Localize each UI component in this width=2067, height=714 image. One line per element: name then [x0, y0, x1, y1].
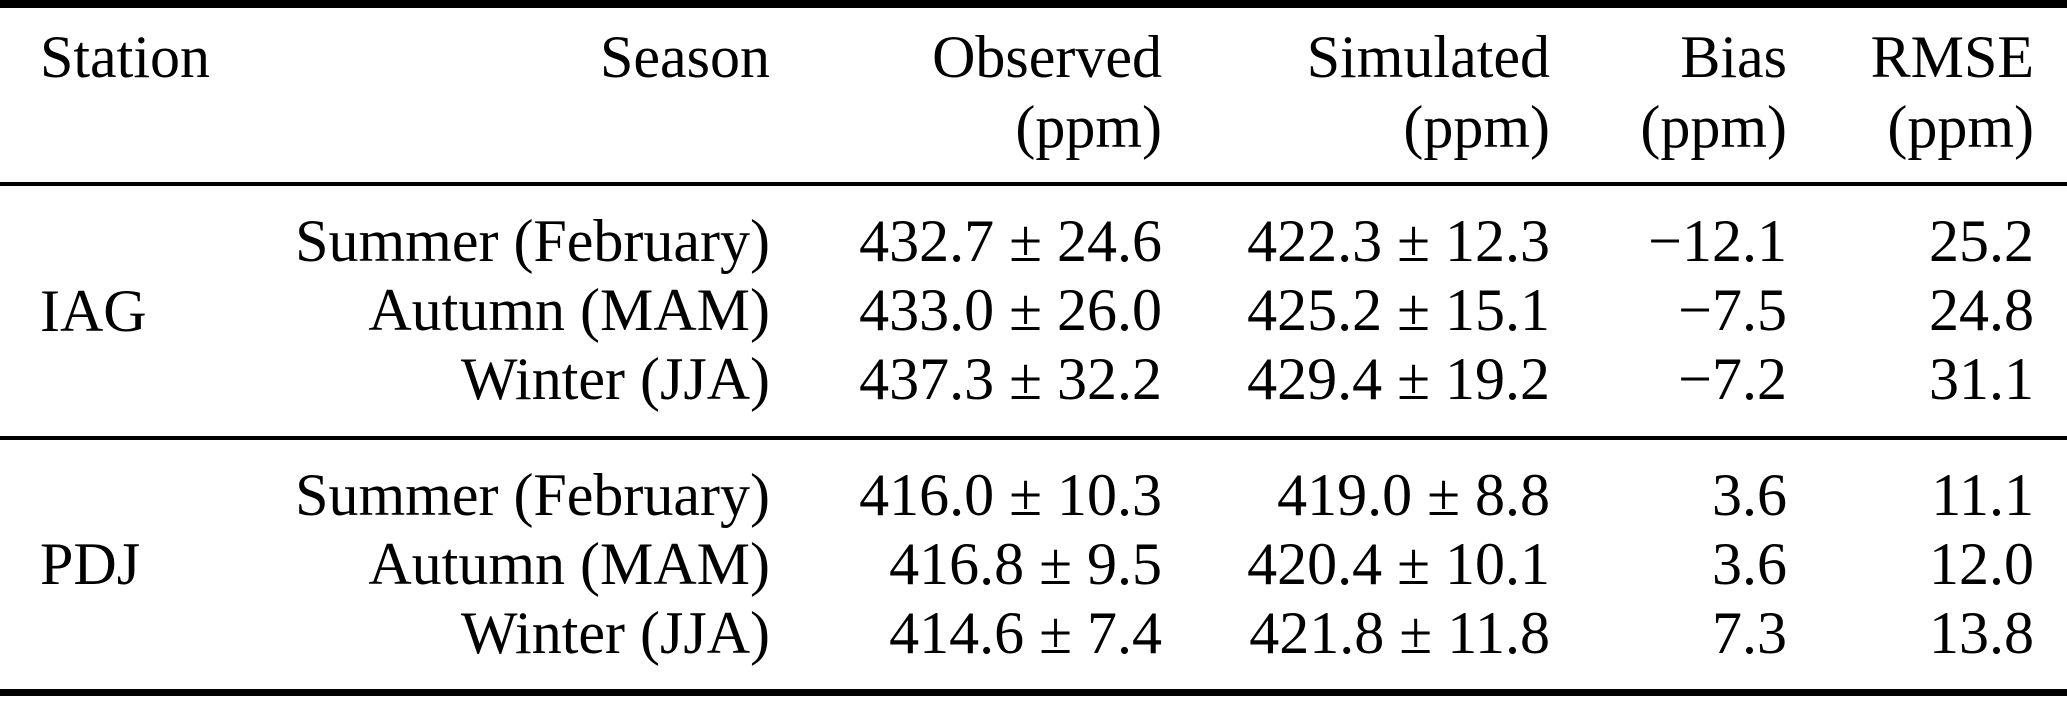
column-header-rmse: RMSE (ppm) [1787, 4, 2067, 184]
station-cell: PDJ [40, 531, 141, 598]
header-row: Station Season Observed (ppm) Simulated … [0, 4, 2067, 184]
bias-cell: 3.6 [1712, 462, 1787, 528]
bias-cell: 3.6 [1712, 531, 1787, 597]
season-cell: Autumn (MAM) [368, 277, 770, 343]
observed-cell: 416.8 ± 9.5 [889, 531, 1162, 597]
table-header: Station Season Observed (ppm) Simulated … [0, 4, 2067, 184]
observed-cell: 433.0 ± 26.0 [859, 277, 1162, 343]
column-label: Simulated [1306, 24, 1550, 90]
column-header-observed: Observed (ppm) [770, 4, 1162, 184]
column-unit: (ppm) [1887, 94, 2034, 160]
table-row: PDJ Summer (February) 416.0 ± 10.3 419.0… [0, 438, 2067, 597]
season-cell: Summer (February) [295, 462, 770, 528]
observed-cell: 432.7 ± 24.6 [859, 208, 1162, 274]
table-row: Winter (JJA) 437.3 ± 32.2 429.4 ± 19.2 −… [0, 346, 2067, 438]
season-cell: Autumn (MAM) [368, 531, 770, 597]
rmse-cell: 13.8 [1929, 600, 2034, 666]
simulated-cell: 429.4 ± 19.2 [1247, 346, 1550, 412]
table-row: Winter (JJA) 414.6 ± 7.4 421.8 ± 11.8 7.… [0, 600, 2067, 692]
column-header-station: Station [0, 4, 250, 184]
rmse-cell: 24.8 [1929, 277, 2034, 343]
column-label: Bias [1680, 24, 1787, 90]
station-group-pdj: PDJ Summer (February) 416.0 ± 10.3 419.0… [0, 438, 2067, 692]
simulated-cell: 419.0 ± 8.8 [1277, 462, 1550, 528]
observed-cell: 416.0 ± 10.3 [859, 462, 1162, 528]
column-header-season: Season [250, 4, 770, 184]
simulated-cell: 425.2 ± 15.1 [1247, 277, 1550, 343]
column-label: Station [40, 24, 211, 90]
rmse-cell: 25.2 [1929, 208, 2034, 274]
season-cell: Summer (February) [295, 208, 770, 274]
simulated-cell: 420.4 ± 10.1 [1247, 531, 1550, 597]
simulated-cell: 421.8 ± 11.8 [1249, 600, 1550, 666]
station-cell: IAG [40, 278, 147, 344]
table-row: IAG Summer (February) 432.7 ± 24.6 422.3… [0, 184, 2067, 344]
bias-cell: −7.5 [1678, 277, 1787, 343]
bias-cell: 7.3 [1712, 600, 1787, 666]
rmse-cell: 12.0 [1929, 531, 2034, 597]
table-row: Autumn (MAM) 416.8 ± 9.5 420.4 ± 10.1 3.… [0, 528, 2067, 600]
station-season-stats-table: Station Season Observed (ppm) Simulated … [0, 0, 2067, 696]
column-unit: (ppm) [1403, 94, 1550, 160]
bias-cell: −12.1 [1648, 208, 1787, 274]
season-cell: Winter (JJA) [460, 600, 770, 666]
bias-cell: −7.2 [1678, 346, 1787, 412]
station-group-iag: IAG Summer (February) 432.7 ± 24.6 422.3… [0, 184, 2067, 438]
column-header-bias: Bias (ppm) [1550, 4, 1787, 184]
table-row: Autumn (MAM) 433.0 ± 26.0 425.2 ± 15.1 −… [0, 274, 2067, 346]
simulated-cell: 422.3 ± 12.3 [1247, 208, 1550, 274]
column-label: RMSE [1870, 24, 2034, 90]
season-cell: Winter (JJA) [460, 346, 770, 412]
column-header-simulated: Simulated (ppm) [1162, 4, 1550, 184]
column-label: Observed [932, 24, 1162, 90]
column-unit: (ppm) [1015, 94, 1162, 160]
observed-cell: 414.6 ± 7.4 [889, 600, 1162, 666]
observed-cell: 437.3 ± 32.2 [859, 346, 1162, 412]
column-unit: (ppm) [1640, 94, 1787, 160]
rmse-cell: 31.1 [1929, 346, 2034, 412]
rmse-cell: 11.1 [1931, 462, 2034, 528]
column-label: Season [600, 24, 770, 90]
